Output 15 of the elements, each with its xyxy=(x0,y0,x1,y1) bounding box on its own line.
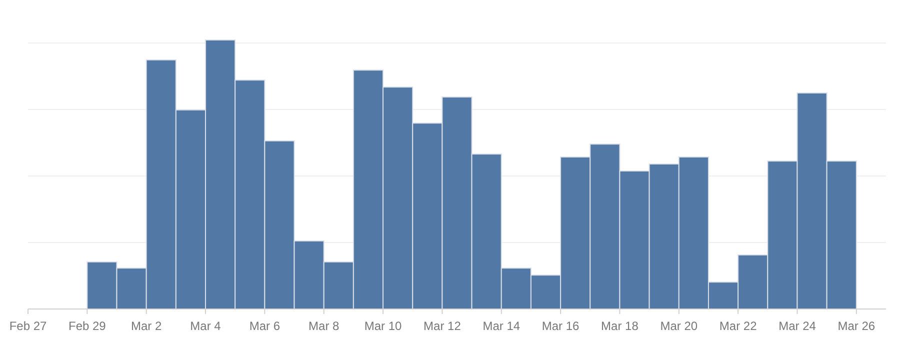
x-tick-label: Mar 24 xyxy=(778,319,816,334)
x-tick-label: Mar 6 xyxy=(249,319,280,334)
x-tick-label: Mar 26 xyxy=(838,319,876,334)
x-tick-label: Mar 10 xyxy=(364,319,402,334)
x-tick-label: Mar 20 xyxy=(660,319,698,334)
x-tick-label: Mar 8 xyxy=(308,319,340,334)
x-tick-label: Mar 22 xyxy=(719,319,758,334)
x-tick-label: Mar 12 xyxy=(424,319,462,334)
x-tick-label: Mar 4 xyxy=(190,319,222,334)
x-tick-label: Mar 16 xyxy=(542,319,580,334)
x-tick-label: Mar 18 xyxy=(601,319,639,334)
x-tick-label: Feb 29 xyxy=(68,319,106,334)
x-tick-label: Mar 2 xyxy=(131,319,162,334)
x-tick-label: Feb 27 xyxy=(9,319,48,334)
x-tick-label: Mar 14 xyxy=(482,319,520,334)
